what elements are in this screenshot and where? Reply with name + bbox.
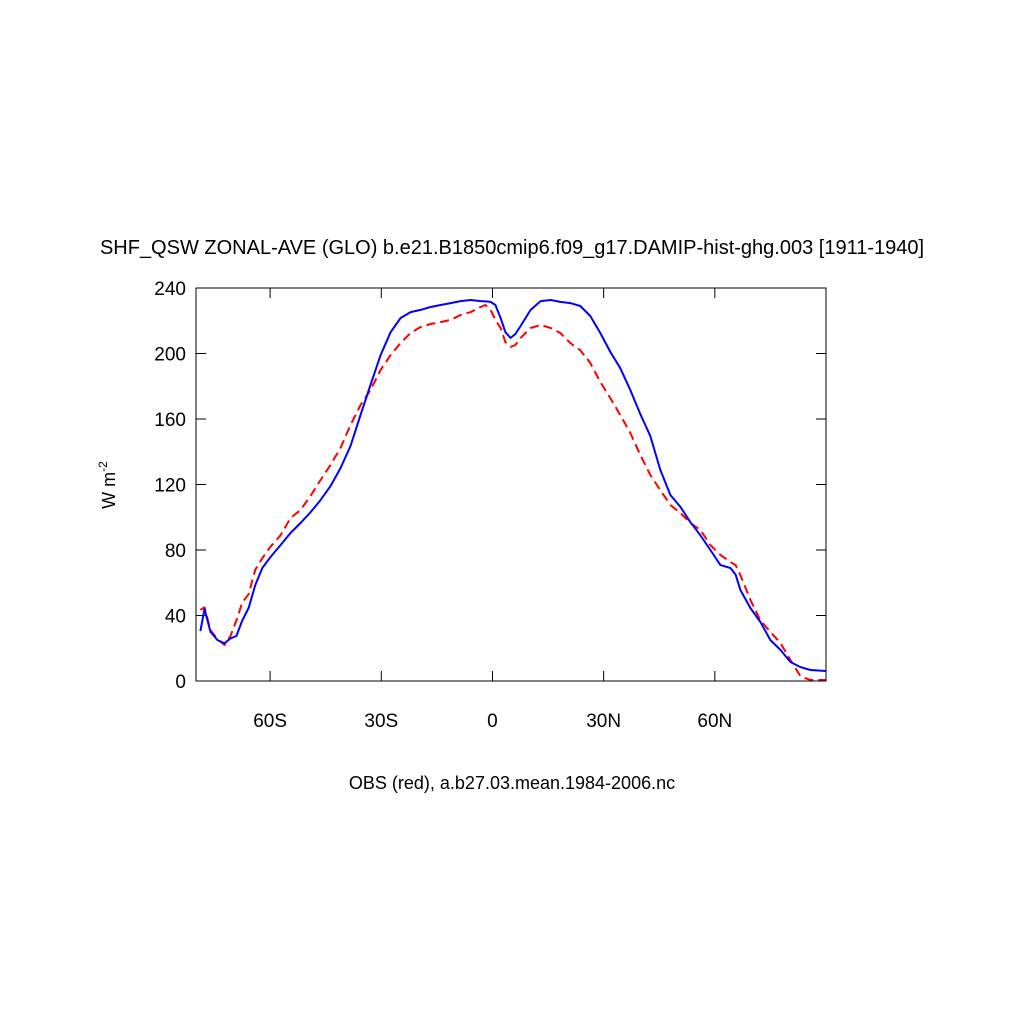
x-tick-label: 30S <box>364 711 398 732</box>
y-tick-label: 240 <box>154 279 186 300</box>
data-line <box>199 304 826 681</box>
y-axis-label-text: W m <box>99 472 119 509</box>
chart-subtitle: OBS (red), a.b27.03.mean.1984-2006.nc <box>349 773 675 793</box>
data-line <box>199 299 827 672</box>
y-tick-label: 120 <box>154 476 186 497</box>
x-tick-label: 60N <box>697 711 732 732</box>
y-axis-label-superscript: -2 <box>96 461 110 472</box>
chart-title: SHF_QSW ZONAL-AVE (GLO) b.e21.B1850cmip6… <box>100 237 924 259</box>
y-tick-label: 0 <box>175 672 186 693</box>
plot-frame <box>195 287 827 682</box>
x-tick-label: 30N <box>586 711 621 732</box>
y-tick-label: 200 <box>154 345 186 366</box>
x-tick-label: 0 <box>487 711 498 732</box>
y-tick-label: 40 <box>165 607 186 628</box>
y-axis-label: W m-2 <box>96 461 119 509</box>
y-tick-label: 160 <box>154 410 186 431</box>
y-tick-label: 80 <box>165 541 186 562</box>
x-tick-label: 60S <box>253 711 287 732</box>
